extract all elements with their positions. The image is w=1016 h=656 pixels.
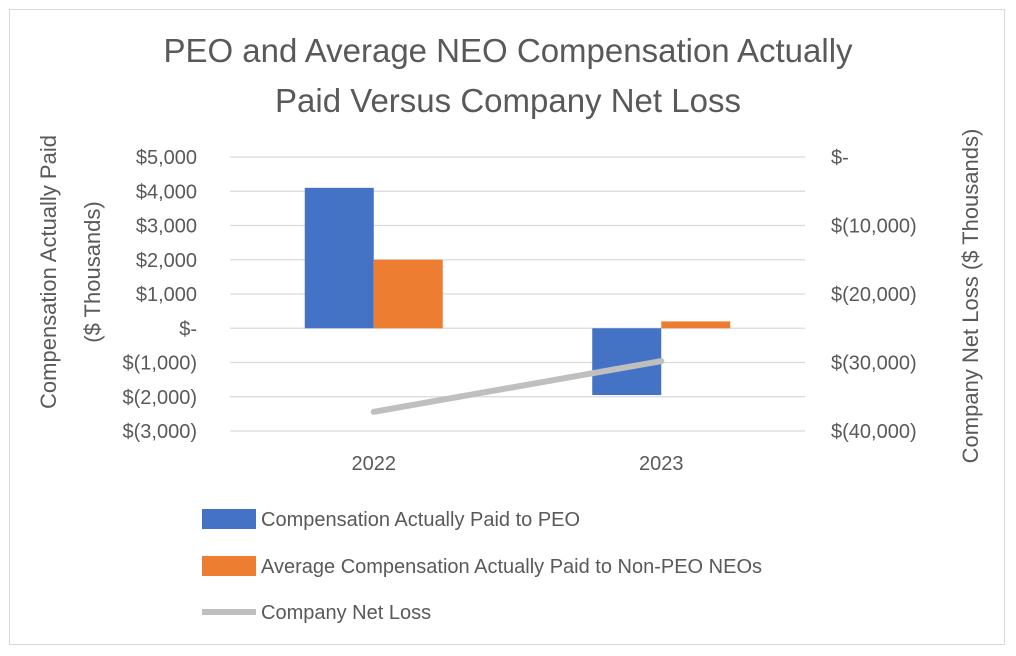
legend-swatch [202,556,256,576]
chart-title-line-1: PEO and Average NEO Compensation Actuall… [163,32,853,69]
left-axis-label-line-1: Compensation Actually Paid [36,135,61,409]
left-tick-label: $(1,000) [123,353,198,375]
x-tick-label: 2022 [352,453,397,475]
left-tick-label: $(3,000) [123,421,198,443]
bar-peo-2022 [304,187,374,329]
legend-label: Average Compensation Actually Paid to No… [261,556,762,578]
left-tick-label: $3,000 [136,216,197,238]
left-tick-label: $5,000 [136,147,197,169]
bar-neo-2022 [373,259,443,329]
x-axis-ticks: 2022 2023 [352,453,684,475]
chart-frame [9,9,1005,645]
left-tick-label: $(2,000) [123,387,198,409]
right-axis-ticks: $- $(10,000) $(20,000) $(30,000) $(40,000) [831,147,917,443]
x-tick-label: 2023 [639,453,684,475]
right-tick-label: $(40,000) [831,421,917,443]
legend: Compensation Actually Paid to PEO Average… [202,509,762,624]
bars [304,187,731,396]
right-tick-label: $- [831,147,849,169]
lines [370,358,665,415]
right-axis-label: Company Net Loss ($ Thousands) [958,129,983,464]
left-tick-label: $4,000 [136,181,197,203]
left-axis-label-line-2: ($ Thousands) [80,201,105,342]
legend-label: Company Net Loss [261,602,431,624]
legend-label: Compensation Actually Paid to PEO [261,509,580,531]
bar-neo-2023 [661,321,731,329]
left-axis-ticks: $5,000 $4,000 $3,000 $2,000 $1,000 $- $(1,000)… [123,147,198,443]
right-tick-label: $(30,000) [831,353,917,375]
right-tick-label: $(10,000) [831,216,917,238]
line-net-loss [370,358,665,415]
chart-title-line-2: Paid Versus Company Net Loss [275,82,741,119]
left-tick-label: $- [179,318,197,340]
left-tick-label: $2,000 [136,250,197,272]
left-tick-label: $1,000 [136,284,197,306]
right-tick-label: $(20,000) [831,284,917,306]
legend-swatch [202,509,256,529]
